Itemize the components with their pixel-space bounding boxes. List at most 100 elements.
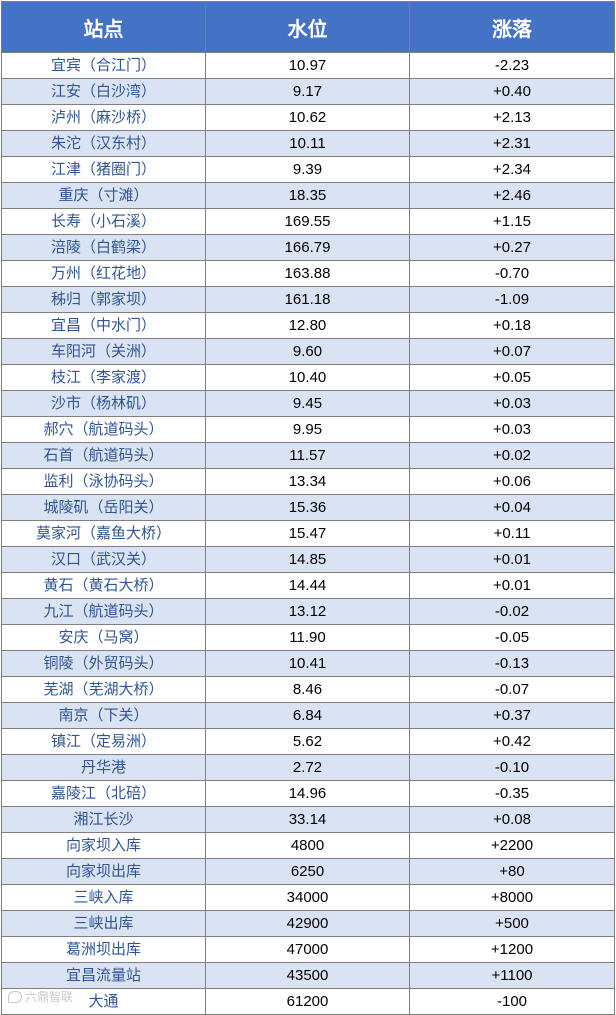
table-row: 丹华港 2.72 -0.10	[1, 754, 615, 781]
change-cell: +0.04	[409, 494, 615, 521]
change-cell: +1.15	[409, 208, 615, 235]
change-cell: +0.11	[409, 520, 615, 547]
station-cell: 秭归（郭家坝）	[1, 286, 206, 313]
level-cell: 6250	[205, 858, 410, 885]
change-cell: -0.10	[409, 754, 615, 781]
station-cell: 南京（下关）	[1, 702, 206, 729]
station-cell: 湘江长沙	[1, 806, 206, 833]
table-row: 安庆（马窝） 11.90 -0.05	[1, 624, 615, 651]
station-cell: 车阳河（关洲）	[1, 338, 206, 365]
level-cell: 33.14	[205, 806, 410, 833]
level-cell: 8.46	[205, 676, 410, 703]
level-cell: 11.57	[205, 442, 410, 469]
table-row: 泸州（麻沙桥） 10.62 +2.13	[1, 104, 615, 131]
station-cell: 江津（猪圈门）	[1, 156, 206, 183]
change-cell: +2.13	[409, 104, 615, 131]
change-cell: +0.01	[409, 572, 615, 599]
table-row: 黄石（黄石大桥） 14.44 +0.01	[1, 572, 615, 599]
header-change: 涨落	[409, 1, 615, 53]
table-row: 莫家河（嘉鱼大桥） 15.47 +0.11	[1, 520, 615, 547]
station-cell: 朱沱（汉东村）	[1, 130, 206, 157]
table-row: 九江（航道码头） 13.12 -0.02	[1, 598, 615, 625]
station-cell: 葛洲坝出库	[1, 936, 206, 963]
station-cell: 嘉陵江（北碚）	[1, 780, 206, 807]
level-cell: 34000	[205, 884, 410, 911]
change-cell: +0.06	[409, 468, 615, 495]
change-cell: +0.03	[409, 416, 615, 443]
table-row: 嘉陵江（北碚） 14.96 -0.35	[1, 780, 615, 807]
station-cell: 芜湖（芜湖大桥）	[1, 676, 206, 703]
table-row: 枝江（李家渡） 10.40 +0.05	[1, 364, 615, 391]
change-cell: -0.35	[409, 780, 615, 807]
table-row: 秭归（郭家坝） 161.18 -1.09	[1, 286, 615, 313]
level-cell: 12.80	[205, 312, 410, 339]
level-cell: 15.47	[205, 520, 410, 547]
level-cell: 43500	[205, 962, 410, 989]
station-cell: 郝穴（航道码头）	[1, 416, 206, 443]
station-cell: 宜宾（合江门）	[1, 52, 206, 79]
change-cell: -100	[409, 988, 615, 1015]
level-cell: 166.79	[205, 234, 410, 261]
station-cell: 泸州（麻沙桥）	[1, 104, 206, 131]
station-cell: 城陵矶（岳阳关）	[1, 494, 206, 521]
change-cell: +2.34	[409, 156, 615, 183]
table-row: 城陵矶（岳阳关） 15.36 +0.04	[1, 494, 615, 521]
level-cell: 61200	[205, 988, 410, 1015]
station-cell: 九江（航道码头）	[1, 598, 206, 625]
change-cell: -0.02	[409, 598, 615, 625]
header-station: 站点	[1, 1, 206, 53]
change-cell: +0.05	[409, 364, 615, 391]
station-cell: 丹华港	[1, 754, 206, 781]
change-cell: +80	[409, 858, 615, 885]
change-cell: +0.02	[409, 442, 615, 469]
station-cell: 三峡出库	[1, 910, 206, 937]
level-cell: 6.84	[205, 702, 410, 729]
table-row: 湘江长沙 33.14 +0.08	[1, 806, 615, 833]
change-cell: +1200	[409, 936, 615, 963]
table-row: 铜陵（外贸码头） 10.41 -0.13	[1, 650, 615, 677]
station-cell: 铜陵（外贸码头）	[1, 650, 206, 677]
table-row: 重庆（寸滩） 18.35 +2.46	[1, 182, 615, 209]
station-cell: 莫家河（嘉鱼大桥）	[1, 520, 206, 547]
station-cell: 大通	[1, 988, 206, 1015]
table-row: 朱沱（汉东村） 10.11 +2.31	[1, 130, 615, 157]
level-cell: 47000	[205, 936, 410, 963]
level-cell: 11.90	[205, 624, 410, 651]
change-cell: +0.27	[409, 234, 615, 261]
level-cell: 2.72	[205, 754, 410, 781]
level-cell: 13.12	[205, 598, 410, 625]
station-cell: 重庆（寸滩）	[1, 182, 206, 209]
station-cell: 监利（泳协码头）	[1, 468, 206, 495]
table-row: 万州（红花地） 163.88 -0.70	[1, 260, 615, 287]
level-cell: 14.44	[205, 572, 410, 599]
level-cell: 15.36	[205, 494, 410, 521]
level-cell: 10.41	[205, 650, 410, 677]
level-cell: 42900	[205, 910, 410, 937]
table-header-row: 站点 水位 涨落	[1, 1, 615, 53]
table-body: 宜宾（合江门） 10.97 -2.23 江安（白沙湾） 9.17 +0.40 泸州（麻沙桥）…	[1, 52, 615, 1015]
change-cell: -2.23	[409, 52, 615, 79]
level-cell: 163.88	[205, 260, 410, 287]
table-row: 车阳河（关洲） 9.60 +0.07	[1, 338, 615, 365]
station-cell: 汉口（武汉关）	[1, 546, 206, 573]
change-cell: +2.31	[409, 130, 615, 157]
level-cell: 169.55	[205, 208, 410, 235]
station-cell: 向家坝入库	[1, 832, 206, 859]
level-cell: 9.60	[205, 338, 410, 365]
station-cell: 黄石（黄石大桥）	[1, 572, 206, 599]
change-cell: +2.46	[409, 182, 615, 209]
table-row: 沙市（杨林矶） 9.45 +0.03	[1, 390, 615, 417]
table-row: 葛洲坝出库 47000 +1200	[1, 936, 615, 963]
level-cell: 18.35	[205, 182, 410, 209]
change-cell: +0.08	[409, 806, 615, 833]
table-row: 三峡入库 34000 +8000	[1, 884, 615, 911]
station-cell: 三峡入库	[1, 884, 206, 911]
change-cell: -1.09	[409, 286, 615, 313]
table-row: 宜昌（中水门） 12.80 +0.18	[1, 312, 615, 339]
table-row: 江安（白沙湾） 9.17 +0.40	[1, 78, 615, 105]
station-cell: 宜昌流量站	[1, 962, 206, 989]
table-row: 郝穴（航道码头） 9.95 +0.03	[1, 416, 615, 443]
level-cell: 5.62	[205, 728, 410, 755]
